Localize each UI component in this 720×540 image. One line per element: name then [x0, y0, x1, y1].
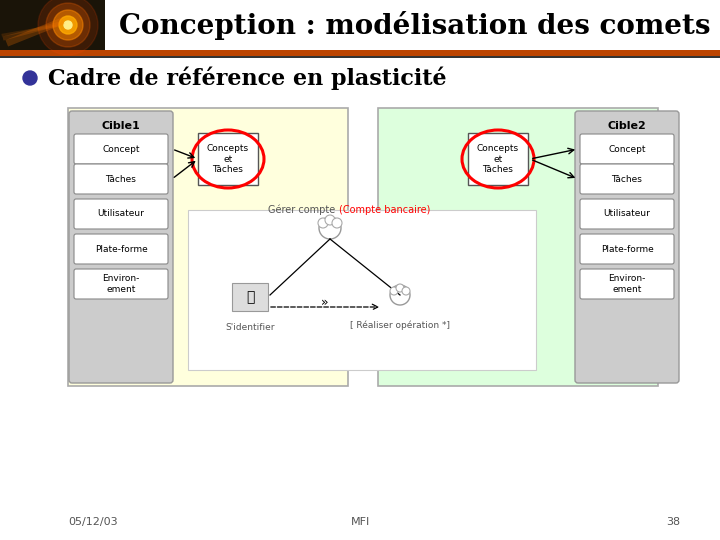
Bar	[0, 50, 720, 56]
FancyBboxPatch shape	[74, 134, 168, 164]
Bar	[0, 0, 105, 50]
Text: MFI: MFI	[351, 517, 369, 527]
FancyBboxPatch shape	[575, 111, 679, 383]
Bar	[68, 108, 348, 386]
Text: Utilisateur: Utilisateur	[603, 210, 650, 219]
Text: Gérer compte: Gérer compte	[269, 205, 336, 215]
Text: Cadre de référence en plasticité: Cadre de référence en plasticité	[48, 66, 446, 90]
Circle shape	[46, 3, 90, 47]
Text: Concept: Concept	[608, 145, 646, 153]
Circle shape	[59, 16, 77, 34]
Text: Cible1: Cible1	[102, 121, 140, 131]
FancyBboxPatch shape	[580, 234, 674, 264]
Circle shape	[64, 21, 72, 29]
Bar	[188, 210, 536, 370]
Text: (Compte bancaire): (Compte bancaire)	[339, 205, 431, 215]
Bar	[232, 283, 268, 311]
FancyBboxPatch shape	[74, 269, 168, 299]
Bar	[198, 133, 258, 185]
Bar	[0, 56, 720, 58]
Text: Environ-
ement: Environ- ement	[608, 274, 646, 294]
Circle shape	[402, 287, 410, 295]
Circle shape	[325, 215, 335, 225]
FancyBboxPatch shape	[69, 111, 173, 383]
Text: [ Réaliser opération *]: [ Réaliser opération *]	[350, 321, 450, 330]
Text: 🧍: 🧍	[246, 290, 254, 304]
Text: 05/12/03: 05/12/03	[68, 517, 117, 527]
Circle shape	[23, 71, 37, 85]
Text: Concept: Concept	[102, 145, 140, 153]
Text: Utilisateur: Utilisateur	[98, 210, 145, 219]
Text: 38: 38	[666, 517, 680, 527]
FancyBboxPatch shape	[580, 134, 674, 164]
Bar	[0, 0, 720, 50]
Text: Conception : modélisation des comets: Conception : modélisation des comets	[120, 10, 711, 39]
Text: Plate-forme: Plate-forme	[94, 245, 148, 253]
Text: Cible2: Cible2	[608, 121, 647, 131]
FancyBboxPatch shape	[580, 199, 674, 229]
Text: S'identifier: S'identifier	[225, 323, 275, 332]
FancyBboxPatch shape	[580, 164, 674, 194]
Text: Tâches: Tâches	[106, 174, 136, 184]
FancyBboxPatch shape	[580, 269, 674, 299]
FancyBboxPatch shape	[74, 199, 168, 229]
Text: Environ-
ement: Environ- ement	[102, 274, 140, 294]
Circle shape	[396, 284, 404, 292]
Text: Tâches: Tâches	[611, 174, 642, 184]
Circle shape	[38, 0, 98, 55]
Text: Concepts
et
Tâches: Concepts et Tâches	[207, 144, 249, 174]
Text: Plate-forme: Plate-forme	[600, 245, 653, 253]
Bar	[378, 108, 658, 386]
FancyBboxPatch shape	[74, 164, 168, 194]
Bar	[468, 133, 528, 185]
Circle shape	[318, 218, 328, 228]
Circle shape	[390, 287, 398, 295]
Text: Concepts
et
Tâches: Concepts et Tâches	[477, 144, 519, 174]
FancyBboxPatch shape	[74, 234, 168, 264]
Circle shape	[53, 10, 83, 40]
Text: »: »	[321, 295, 329, 308]
Circle shape	[332, 218, 342, 228]
